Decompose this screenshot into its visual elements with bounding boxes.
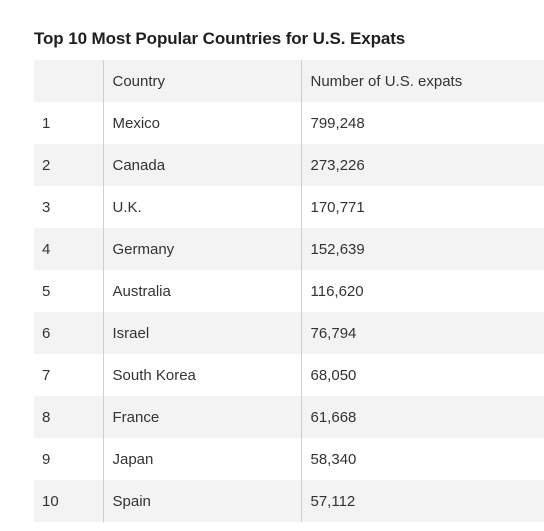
table-row: 7 South Korea 68,050 — [34, 354, 544, 396]
expats-cell: 273,226 — [300, 144, 544, 186]
rank-cell: 10 — [42, 492, 59, 510]
expats-cell: 68,050 — [300, 354, 544, 396]
country-cell: Israel — [102, 312, 301, 354]
table-row: 10 Spain 57,112 — [34, 480, 544, 522]
header-rank — [34, 60, 103, 102]
expats-cell: 799,248 — [300, 102, 544, 144]
expats-cell: 76,794 — [300, 312, 544, 354]
country-cell: South Korea — [102, 354, 301, 396]
rank-cell: 1 — [42, 114, 51, 132]
expats-cell: 57,112 — [300, 480, 544, 522]
country-cell: Germany — [102, 228, 301, 270]
rank-cell: 8 — [42, 408, 51, 426]
expats-cell: 152,639 — [300, 228, 544, 270]
rank-cell: 2 — [42, 156, 51, 174]
country-cell: Mexico — [102, 102, 301, 144]
header-country: Country — [102, 60, 301, 102]
expats-cell: 170,771 — [300, 186, 544, 228]
table-row: 2 Canada 273,226 — [34, 144, 544, 186]
rank-cell: 3 — [42, 198, 51, 216]
table-row: 1 Mexico 799,248 — [34, 102, 544, 144]
rank-cell: 4 — [42, 240, 51, 258]
table-row: 4 Germany 152,639 — [34, 228, 544, 270]
table-row: 3 U.K. 170,771 — [34, 186, 544, 228]
rank-cell: 5 — [42, 282, 51, 300]
table-row: 8 France 61,668 — [34, 396, 544, 438]
table-row: 9 Japan 58,340 — [34, 438, 544, 480]
expat-countries-table: Country Number of U.S. expats 1 Mexico 7… — [34, 60, 544, 522]
expats-cell: 116,620 — [300, 270, 544, 312]
country-cell: Japan — [102, 438, 301, 480]
table-row: 6 Israel 76,794 — [34, 312, 544, 354]
expats-cell: 61,668 — [300, 396, 544, 438]
table-title: Top 10 Most Popular Countries for U.S. E… — [34, 29, 406, 48]
rank-cell: 7 — [42, 366, 51, 384]
table-row: 5 Australia 116,620 — [34, 270, 544, 312]
country-cell: Spain — [102, 480, 301, 522]
rank-cell: 9 — [42, 450, 51, 468]
expats-cell: 58,340 — [300, 438, 544, 480]
table-header-row: Country Number of U.S. expats — [34, 60, 544, 102]
country-cell: Canada — [102, 144, 301, 186]
rank-cell: 6 — [42, 324, 51, 342]
country-cell: France — [102, 396, 301, 438]
country-cell: U.K. — [102, 186, 301, 228]
country-cell: Australia — [102, 270, 301, 312]
header-expats: Number of U.S. expats — [300, 60, 544, 102]
